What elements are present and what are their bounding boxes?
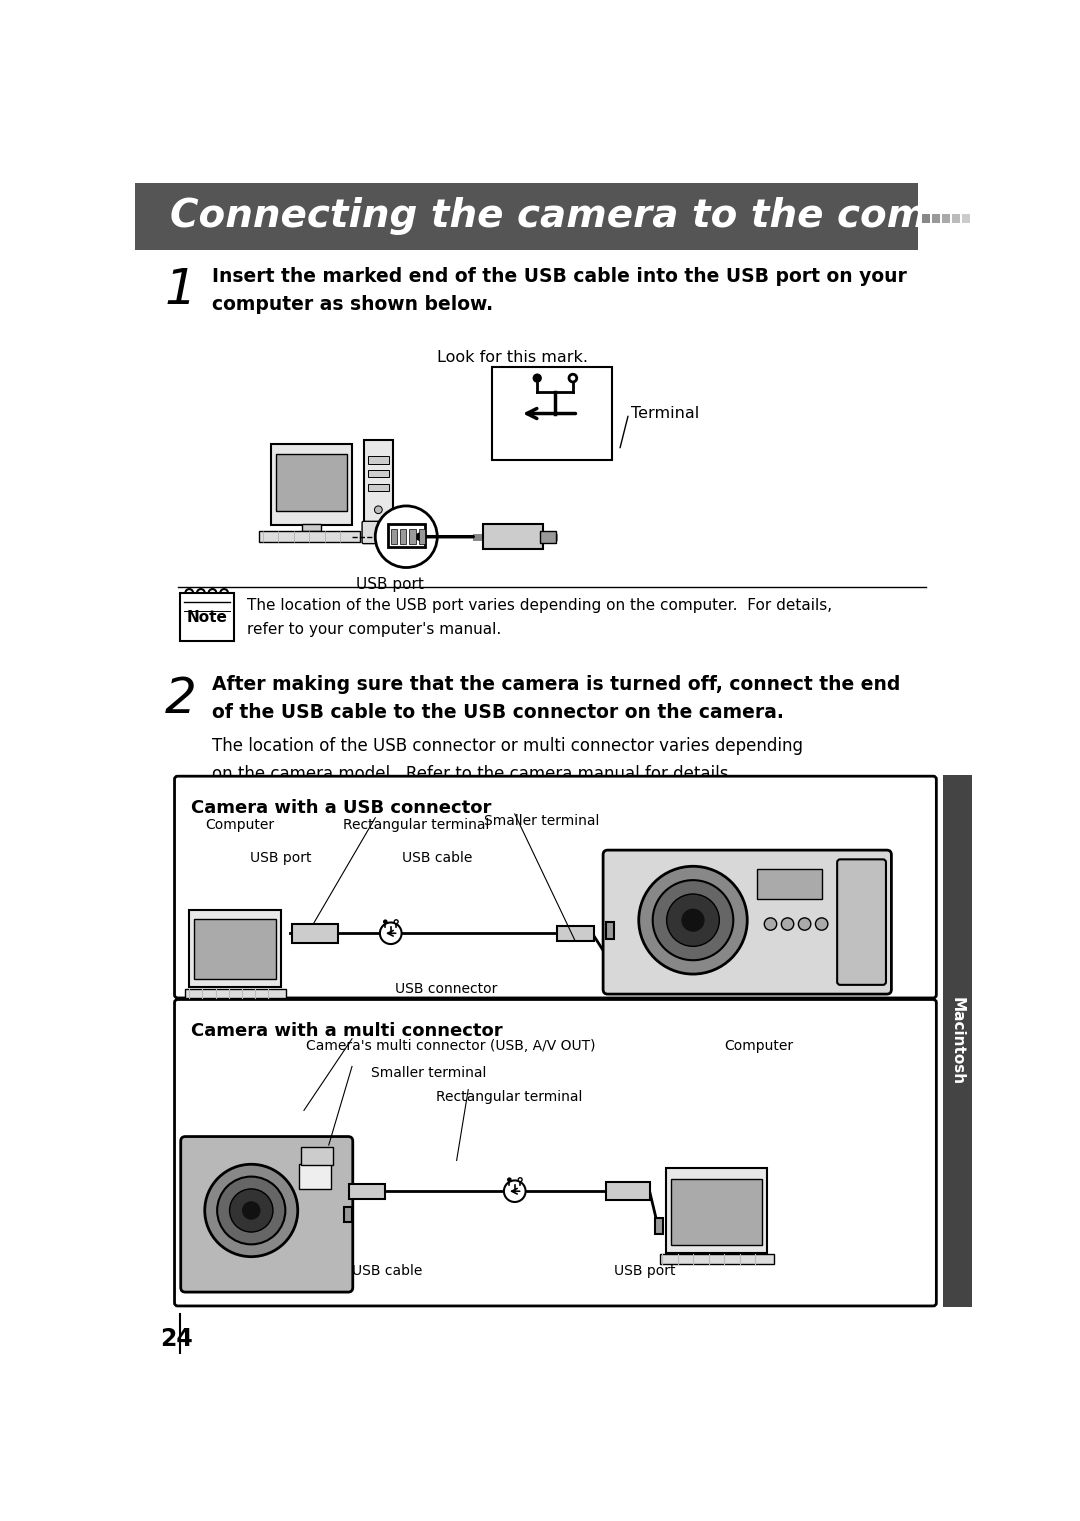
Circle shape xyxy=(504,1180,526,1202)
Circle shape xyxy=(242,1202,260,1220)
Text: USB port: USB port xyxy=(356,576,424,592)
Text: Smaller terminal: Smaller terminal xyxy=(372,1066,487,1080)
Text: Computer: Computer xyxy=(205,818,274,832)
FancyBboxPatch shape xyxy=(271,444,352,525)
FancyBboxPatch shape xyxy=(189,910,281,987)
Circle shape xyxy=(681,908,704,932)
Text: Camera with a multi connector: Camera with a multi connector xyxy=(191,1022,502,1040)
Text: 1: 1 xyxy=(164,266,197,313)
Bar xyxy=(951,214,960,222)
Bar xyxy=(367,456,389,464)
FancyBboxPatch shape xyxy=(180,1136,353,1293)
FancyBboxPatch shape xyxy=(362,522,379,543)
Circle shape xyxy=(230,1189,273,1232)
Bar xyxy=(921,214,930,222)
Bar xyxy=(962,214,971,222)
FancyBboxPatch shape xyxy=(175,999,936,1307)
Circle shape xyxy=(666,894,719,946)
Circle shape xyxy=(518,1177,522,1182)
Text: Terminal: Terminal xyxy=(631,406,699,421)
Bar xyxy=(409,529,416,545)
FancyBboxPatch shape xyxy=(656,1218,663,1234)
FancyBboxPatch shape xyxy=(556,926,594,941)
Circle shape xyxy=(798,917,811,931)
Circle shape xyxy=(815,917,828,931)
Text: USB port: USB port xyxy=(613,1264,675,1278)
Text: After making sure that the camera is turned off, connect the end
of the USB cabl: After making sure that the camera is tur… xyxy=(213,675,901,722)
Text: Smaller terminal: Smaller terminal xyxy=(484,814,599,827)
Bar xyxy=(391,529,397,545)
Bar xyxy=(367,484,389,491)
Text: Note: Note xyxy=(187,610,228,625)
FancyBboxPatch shape xyxy=(666,1168,767,1253)
FancyBboxPatch shape xyxy=(606,1182,649,1200)
Text: Macintosh: Macintosh xyxy=(949,996,964,1084)
Bar xyxy=(419,529,424,545)
Circle shape xyxy=(383,919,388,925)
FancyBboxPatch shape xyxy=(345,1206,352,1221)
FancyBboxPatch shape xyxy=(483,525,542,549)
Circle shape xyxy=(380,923,402,945)
Text: Rectangular terminal: Rectangular terminal xyxy=(342,818,489,832)
Bar xyxy=(301,523,321,531)
Text: The location of the USB connector or multi connector varies depending
on the cam: The location of the USB connector or mul… xyxy=(213,736,804,783)
FancyBboxPatch shape xyxy=(757,868,823,899)
Bar xyxy=(943,776,972,1307)
FancyBboxPatch shape xyxy=(301,1147,334,1165)
Text: Connecting the camera to the computer: Connecting the camera to the computer xyxy=(170,198,1047,236)
Circle shape xyxy=(569,374,577,382)
FancyBboxPatch shape xyxy=(606,923,613,940)
Circle shape xyxy=(375,506,437,567)
Bar xyxy=(135,183,918,251)
FancyBboxPatch shape xyxy=(292,925,338,943)
Bar xyxy=(367,470,389,478)
Circle shape xyxy=(781,917,794,931)
Circle shape xyxy=(217,1177,285,1244)
FancyBboxPatch shape xyxy=(837,859,886,986)
FancyBboxPatch shape xyxy=(491,367,611,459)
FancyBboxPatch shape xyxy=(603,850,891,995)
Text: USB connector: USB connector xyxy=(394,981,497,996)
Text: The location of the USB port varies depending on the computer.  For details,
ref: The location of the USB port varies depe… xyxy=(247,598,833,637)
Text: Insert the marked end of the USB cable into the USB port on your
computer as sho: Insert the marked end of the USB cable i… xyxy=(213,268,907,315)
Text: 24: 24 xyxy=(160,1326,192,1351)
FancyBboxPatch shape xyxy=(276,453,347,511)
Bar xyxy=(400,529,406,545)
FancyBboxPatch shape xyxy=(180,593,234,640)
Text: Computer: Computer xyxy=(724,1039,793,1053)
FancyBboxPatch shape xyxy=(671,1179,762,1246)
Bar xyxy=(932,214,941,222)
FancyBboxPatch shape xyxy=(349,1183,384,1199)
Circle shape xyxy=(507,1177,512,1182)
Bar xyxy=(942,214,950,222)
Text: USB cable: USB cable xyxy=(352,1264,422,1278)
Circle shape xyxy=(652,881,733,960)
Text: Look for this mark.: Look for this mark. xyxy=(437,350,589,365)
Circle shape xyxy=(638,867,747,973)
FancyBboxPatch shape xyxy=(259,531,360,541)
FancyBboxPatch shape xyxy=(364,441,393,525)
FancyBboxPatch shape xyxy=(388,525,424,548)
Text: USB cable: USB cable xyxy=(403,850,473,865)
Text: 2: 2 xyxy=(164,675,197,724)
FancyBboxPatch shape xyxy=(660,1255,774,1264)
Circle shape xyxy=(532,374,542,383)
Circle shape xyxy=(205,1164,298,1256)
FancyBboxPatch shape xyxy=(298,1164,332,1189)
FancyBboxPatch shape xyxy=(540,531,556,543)
Text: USB port: USB port xyxy=(249,850,311,865)
FancyBboxPatch shape xyxy=(194,919,276,980)
FancyBboxPatch shape xyxy=(186,989,286,998)
Circle shape xyxy=(765,917,777,931)
Circle shape xyxy=(394,920,399,923)
Text: Camera's multi connector (USB, A/V OUT): Camera's multi connector (USB, A/V OUT) xyxy=(306,1039,595,1053)
Circle shape xyxy=(375,506,382,514)
Text: Rectangular terminal: Rectangular terminal xyxy=(435,1089,582,1104)
FancyBboxPatch shape xyxy=(175,776,936,998)
Text: Camera with a USB connector: Camera with a USB connector xyxy=(191,799,491,817)
